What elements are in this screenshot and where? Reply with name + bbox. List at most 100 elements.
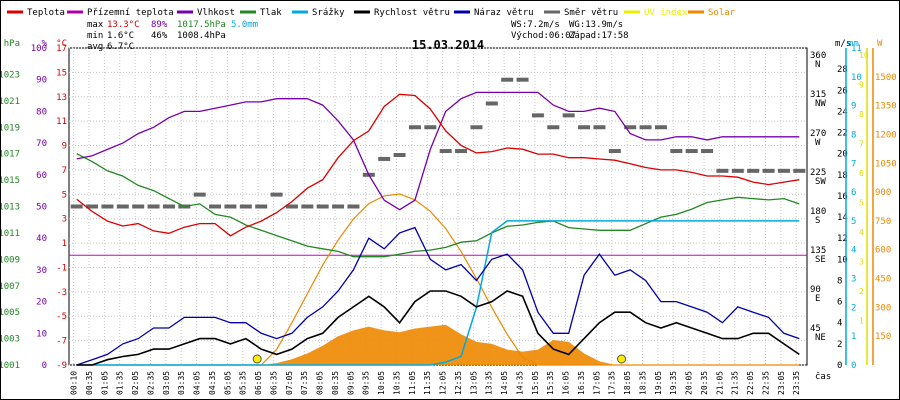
hpa-axis-tick: 1019	[1, 123, 20, 133]
legend-label: Náraz větru	[474, 8, 534, 18]
x-tick-label: 21:35	[731, 371, 740, 395]
direction-tick: 360	[810, 51, 826, 61]
x-tick-label: 20:05	[685, 371, 694, 395]
hpa-axis-tick: 1013	[1, 203, 20, 213]
percent-axis-tick: 80	[36, 107, 47, 117]
ms-axis-tick: 14	[837, 213, 848, 223]
w-axis-tick: 750	[875, 217, 891, 227]
mm-axis-tick: 8	[851, 130, 856, 140]
x-tick-label: 14:05	[500, 371, 509, 395]
percent-axis-tick: 30	[36, 266, 47, 276]
direction-tick: 225	[810, 168, 826, 178]
chart-title: 15.03.2014	[412, 38, 484, 52]
x-tick-label: 23:05	[777, 371, 786, 395]
temperature-line	[76, 93, 800, 237]
x-tick-label: 10:05	[377, 371, 386, 395]
w-axis-tick: 1200	[875, 130, 897, 140]
uv-axis-tick: 5	[859, 199, 864, 208]
ms-axis-tick: 16	[837, 192, 848, 202]
legend-label: UV index	[644, 8, 688, 18]
x-tick-label: 00:10	[70, 371, 79, 395]
direction-tick: 135	[810, 246, 826, 256]
stat-min-temp: 1.6°C	[107, 31, 134, 41]
mm-axis-tick: 2	[851, 303, 856, 313]
direction-label: W	[815, 138, 821, 148]
stat-max-rain: 5.0mm	[231, 20, 258, 30]
celsius-axis-tick: 9	[62, 142, 67, 152]
hpa-axis-tick: 1003	[1, 335, 20, 345]
x-axis-label: čas	[815, 371, 831, 382]
stat-min-hum: 46%	[151, 31, 168, 41]
x-tick-label: 08:35	[331, 371, 340, 395]
rain-line	[76, 220, 800, 366]
info-sunset: Západ:17:58	[569, 31, 629, 41]
direction-tick: 180	[810, 207, 826, 217]
wind-gust-line	[76, 226, 800, 366]
sunset-marker	[617, 354, 627, 364]
uv-axis-tick: 4	[859, 228, 864, 237]
ms-axis-tick: 2	[837, 340, 842, 350]
uv-axis-tick: 3	[859, 258, 864, 267]
mm-axis-tick: 7	[851, 159, 856, 169]
direction-tick: 45	[810, 324, 821, 334]
percent-axis-tick: 10	[36, 329, 47, 339]
celsius-axis-tick: -9	[56, 361, 67, 371]
celsius-axis-tick: 7	[62, 166, 67, 176]
ms-axis-tick: 18	[837, 171, 848, 181]
x-tick-label: 22:35	[761, 371, 770, 395]
x-tick-label: 11:05	[408, 371, 417, 395]
percent-axis-tick: 70	[36, 139, 47, 149]
celsius-axis-tick: -7	[56, 337, 67, 347]
x-tick-label: 12:35	[454, 371, 463, 395]
hpa-axis-tick: 1017	[1, 150, 20, 160]
celsius-axis-tick: 13	[56, 93, 67, 103]
x-tick-label: 14:35	[515, 371, 524, 395]
w-axis-tick: 1500	[875, 73, 897, 83]
w-axis-tick: 600	[875, 246, 891, 256]
stat-max-press: 1017.5hPa	[177, 20, 226, 30]
legend-label: Solar	[708, 8, 736, 18]
stat-max-temp: 13.3°C	[107, 20, 140, 30]
x-tick-label: 13:35	[485, 371, 494, 395]
direction-tick: 270	[810, 129, 826, 139]
w-axis-tick: 450	[875, 275, 891, 285]
plot-area	[68, 47, 808, 366]
stat-avg-label: avg	[87, 42, 103, 52]
ms-axis-unit: m/s	[835, 39, 851, 49]
x-tick-label: 09:35	[362, 371, 371, 395]
celsius-axis-tick: 3	[62, 215, 67, 225]
x-tick-label: 17:35	[608, 371, 617, 395]
direction-tick: 90	[810, 285, 821, 295]
x-tick-label: 04:05	[193, 371, 202, 395]
x-tick-label: 23:35	[792, 371, 801, 395]
legend-label: Teplota	[27, 8, 65, 18]
ms-axis-tick: 28	[837, 65, 848, 75]
legend-label: Směr větru	[564, 8, 618, 18]
percent-axis-tick: 60	[36, 171, 47, 181]
x-tick-label: 02:05	[131, 371, 140, 395]
x-tick-label: 16:05	[562, 371, 571, 395]
w-axis-tick: 300	[875, 303, 891, 313]
info-wg: WG:13.9m/s	[569, 20, 623, 30]
x-tick-label: 13:05	[469, 371, 478, 395]
mm-axis-tick: 5	[851, 217, 856, 227]
ms-axis-tick: 26	[837, 86, 848, 96]
percent-axis-tick: 0	[42, 361, 47, 371]
celsius-axis-unit: °C	[56, 39, 67, 49]
celsius-axis-tick: -5	[56, 312, 67, 322]
celsius-axis-tick: 11	[56, 117, 67, 127]
direction-label: NE	[815, 333, 826, 343]
x-tick-label: 22:05	[746, 371, 755, 395]
stat-max-hum: 89%	[151, 20, 168, 30]
humidity-line	[76, 91, 800, 211]
hpa-axis-tick: 1015	[1, 176, 20, 186]
uv-axis-tick: 1	[859, 317, 864, 326]
hpa-axis-unit: hPa	[4, 39, 20, 49]
hpa-axis-tick: 1001	[1, 361, 20, 371]
x-tick-label: 04:35	[208, 371, 217, 395]
percent-axis-tick: 100	[31, 44, 47, 54]
ms-axis-tick: 24	[837, 107, 848, 117]
x-tick-label: 19:05	[654, 371, 663, 395]
info-ws: WS:7.2m/s	[511, 20, 560, 30]
direction-label: SW	[815, 177, 826, 187]
